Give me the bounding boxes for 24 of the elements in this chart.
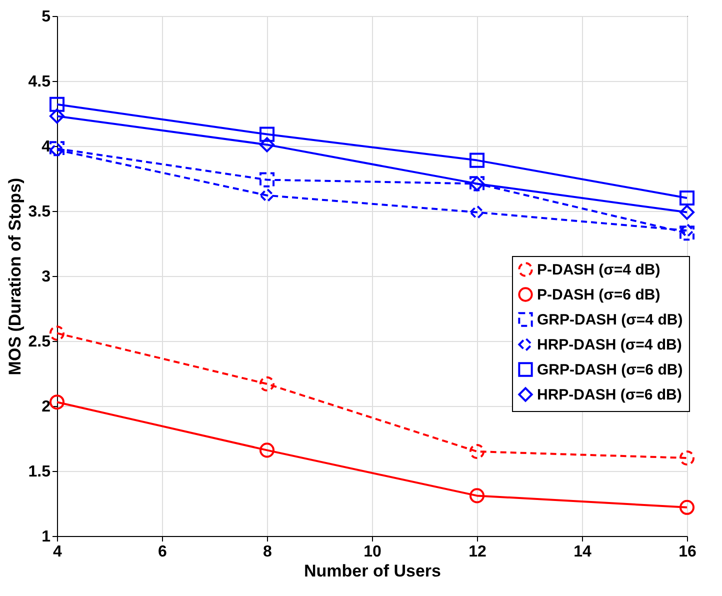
- y-tick-label: 3.5: [28, 204, 51, 220]
- x-tick-label: 12: [468, 544, 486, 560]
- legend-label: P-DASH (σ=4 dB): [537, 262, 660, 278]
- x-tick-label: 10: [364, 544, 382, 560]
- y-tick-label: 4: [42, 138, 51, 156]
- y-tick-label: 1.5: [28, 464, 51, 480]
- x-tick-label: 6: [158, 544, 168, 560]
- y-tick-label: 1: [42, 528, 51, 546]
- y-tick-label: 2.5: [28, 334, 51, 350]
- x-axis-title: Number of Users: [304, 562, 441, 580]
- legend-label: HRP-DASH (σ=4 dB): [537, 336, 682, 354]
- y-tick-label: 2: [42, 398, 51, 416]
- x-tick-label: 14: [574, 544, 592, 560]
- legend-label: HRP-DASH (σ=6 dB): [537, 386, 682, 404]
- y-tick-label: 4.5: [28, 74, 51, 90]
- legend-label: GRP-DASH (σ=4 dB): [537, 312, 683, 328]
- x-tick-label: 4: [53, 544, 62, 560]
- legend-label: P-DASH (σ=6 dB): [537, 286, 660, 304]
- x-tick-label: 16: [678, 544, 696, 560]
- legend-label: GRP-DASH (σ=6 dB): [537, 362, 683, 378]
- x-tick-label: 8: [263, 544, 272, 560]
- y-tick-label: 3: [42, 268, 51, 286]
- y-axis-title: MOS (Duration of Stops): [5, 178, 24, 376]
- y-tick-label: 5: [42, 8, 51, 26]
